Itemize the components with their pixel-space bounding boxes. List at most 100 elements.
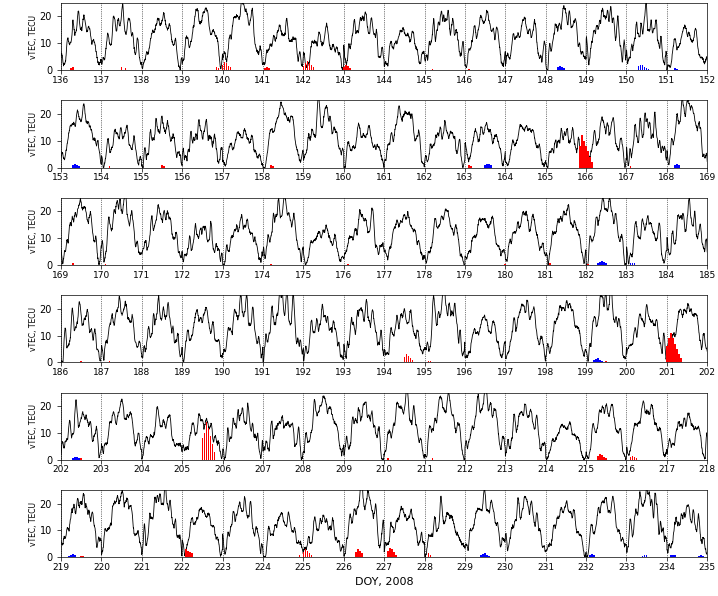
Bar [73, 166, 74, 167]
Bar [700, 555, 702, 557]
Bar [480, 555, 482, 557]
Bar [302, 552, 304, 557]
Bar [78, 458, 80, 460]
Bar [581, 135, 583, 167]
Bar [408, 356, 409, 362]
Bar [73, 458, 74, 460]
Bar [468, 166, 470, 167]
Bar [600, 360, 601, 362]
Bar [272, 166, 274, 167]
Bar [666, 346, 668, 362]
Bar [343, 67, 345, 70]
Bar [587, 151, 589, 167]
Bar [349, 68, 350, 70]
Bar [630, 263, 631, 265]
X-axis label: DOY, 2008: DOY, 2008 [355, 578, 414, 588]
Y-axis label: vTEC, TECU: vTEC, TECU [29, 14, 38, 58]
Bar [359, 551, 360, 557]
Bar [563, 68, 564, 70]
Bar [389, 548, 391, 557]
Bar [311, 65, 312, 70]
Bar [488, 555, 490, 557]
Bar [108, 166, 111, 167]
Bar [163, 166, 165, 167]
Bar [80, 556, 82, 557]
Bar [304, 549, 306, 557]
Bar [630, 457, 631, 460]
Bar [347, 263, 348, 265]
Bar [595, 359, 597, 362]
Bar [597, 263, 599, 265]
Bar [676, 69, 678, 70]
Bar [311, 554, 312, 557]
Bar [270, 263, 272, 265]
Bar [597, 358, 599, 362]
Bar [589, 555, 591, 557]
Y-axis label: vTEC, TECU: vTEC, TECU [29, 307, 38, 351]
Bar [70, 554, 72, 557]
Bar [593, 360, 595, 362]
Bar [108, 361, 111, 362]
Bar [208, 427, 209, 460]
Bar [266, 67, 268, 70]
Bar [204, 433, 205, 460]
Bar [485, 165, 486, 167]
Bar [190, 552, 191, 557]
Bar [559, 66, 561, 70]
Bar [602, 261, 603, 265]
Bar [579, 146, 581, 167]
Bar [648, 69, 650, 70]
Bar [361, 553, 363, 557]
Bar [428, 361, 429, 362]
Bar [210, 436, 211, 460]
Bar [404, 357, 405, 362]
Bar [644, 555, 645, 557]
Bar [428, 553, 429, 557]
Bar [302, 66, 304, 70]
Bar [482, 554, 484, 557]
Bar [585, 146, 587, 167]
Bar [270, 165, 272, 167]
Bar [642, 555, 643, 557]
Bar [679, 166, 680, 167]
Bar [212, 443, 213, 460]
Bar [355, 552, 357, 557]
Bar [162, 166, 163, 167]
Bar [75, 457, 76, 460]
Bar [674, 555, 676, 557]
Bar [602, 455, 603, 460]
Bar [679, 355, 680, 362]
Bar [393, 552, 395, 557]
Bar [224, 62, 225, 70]
Bar [699, 556, 700, 557]
Bar [593, 555, 595, 557]
Bar [605, 361, 607, 362]
Bar [670, 333, 671, 362]
Bar [676, 164, 678, 167]
Bar [587, 263, 589, 265]
Bar [674, 166, 676, 167]
Bar [674, 68, 676, 70]
Bar [589, 157, 591, 167]
Bar [187, 551, 189, 557]
Bar [312, 67, 314, 70]
Bar [674, 165, 676, 167]
Bar [214, 452, 215, 460]
Bar [70, 68, 72, 70]
Bar [680, 358, 682, 362]
Bar [470, 166, 472, 167]
Bar [391, 549, 393, 557]
Bar [485, 553, 486, 557]
Bar [228, 66, 230, 70]
Bar [205, 422, 208, 460]
Y-axis label: vTEC, TECU: vTEC, TECU [29, 209, 38, 253]
Bar [674, 344, 676, 362]
Bar [635, 458, 638, 460]
Bar [75, 164, 76, 167]
Bar [387, 551, 389, 557]
Bar [603, 457, 605, 460]
Bar [230, 67, 231, 70]
Bar [632, 263, 633, 265]
Y-axis label: vTEC, TECU: vTEC, TECU [29, 112, 38, 156]
Bar [597, 456, 599, 460]
